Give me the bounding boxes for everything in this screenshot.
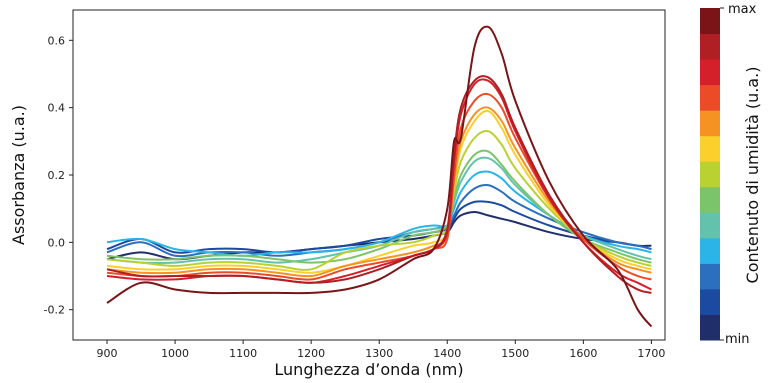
colorbar-segment	[700, 212, 720, 239]
x-tick-label: 1200	[297, 347, 325, 360]
x-tick-label: 1300	[365, 347, 393, 360]
colorbar-segment	[700, 314, 720, 341]
x-tick-label: 1500	[501, 347, 529, 360]
y-axis-title: Assorbanza (u.a.)	[9, 105, 28, 245]
y-tick-label: 0.4	[48, 102, 66, 115]
y-tick-label: -0.2	[44, 304, 65, 317]
x-tick-label: 1100	[229, 347, 257, 360]
colorbar-segment	[700, 263, 720, 290]
colorbar-min-label: min	[725, 332, 750, 347]
colorbar	[700, 7, 724, 341]
plot-frame	[72, 9, 666, 341]
colorbar-segment	[700, 135, 720, 162]
y-tick-label: 0.0	[48, 236, 66, 249]
colorbar-title: Contenuto di umidità (u.a.)	[743, 67, 762, 284]
series-line-12	[106, 75, 652, 294]
x-tick-label: 1700	[637, 347, 665, 360]
series-line-13	[106, 25, 653, 328]
colorbar-segment	[700, 84, 720, 111]
colorbar-segment	[700, 59, 720, 86]
colorbar-max-label: max	[728, 2, 757, 17]
colorbar-segment	[700, 33, 720, 60]
colorbar-segment	[700, 237, 720, 264]
x-tick-label: 1000	[161, 347, 189, 360]
colorbar-segment	[700, 8, 720, 35]
colorbar-segment	[700, 161, 720, 188]
x-axis-ticks: 900 1000 1100 1200 1300 1400 1500 1600 1700	[97, 340, 665, 360]
y-tick-label: 0.2	[48, 169, 66, 182]
x-tick-label: 1400	[433, 347, 461, 360]
colorbar-segment	[700, 110, 720, 137]
x-axis-title: Lunghezza d’onda (nm)	[274, 360, 463, 379]
y-tick-label: 0.6	[48, 34, 66, 47]
x-tick-label: 900	[97, 347, 118, 360]
series-line-5	[106, 156, 652, 264]
x-tick-label: 1600	[569, 347, 597, 360]
spectra-lines	[106, 25, 653, 328]
colorbar-segment	[700, 288, 720, 315]
colorbar-segment	[700, 186, 720, 213]
series-line-4	[106, 170, 652, 257]
y-axis-ticks: -0.2 0.0 0.2 0.4 0.6	[44, 34, 73, 317]
